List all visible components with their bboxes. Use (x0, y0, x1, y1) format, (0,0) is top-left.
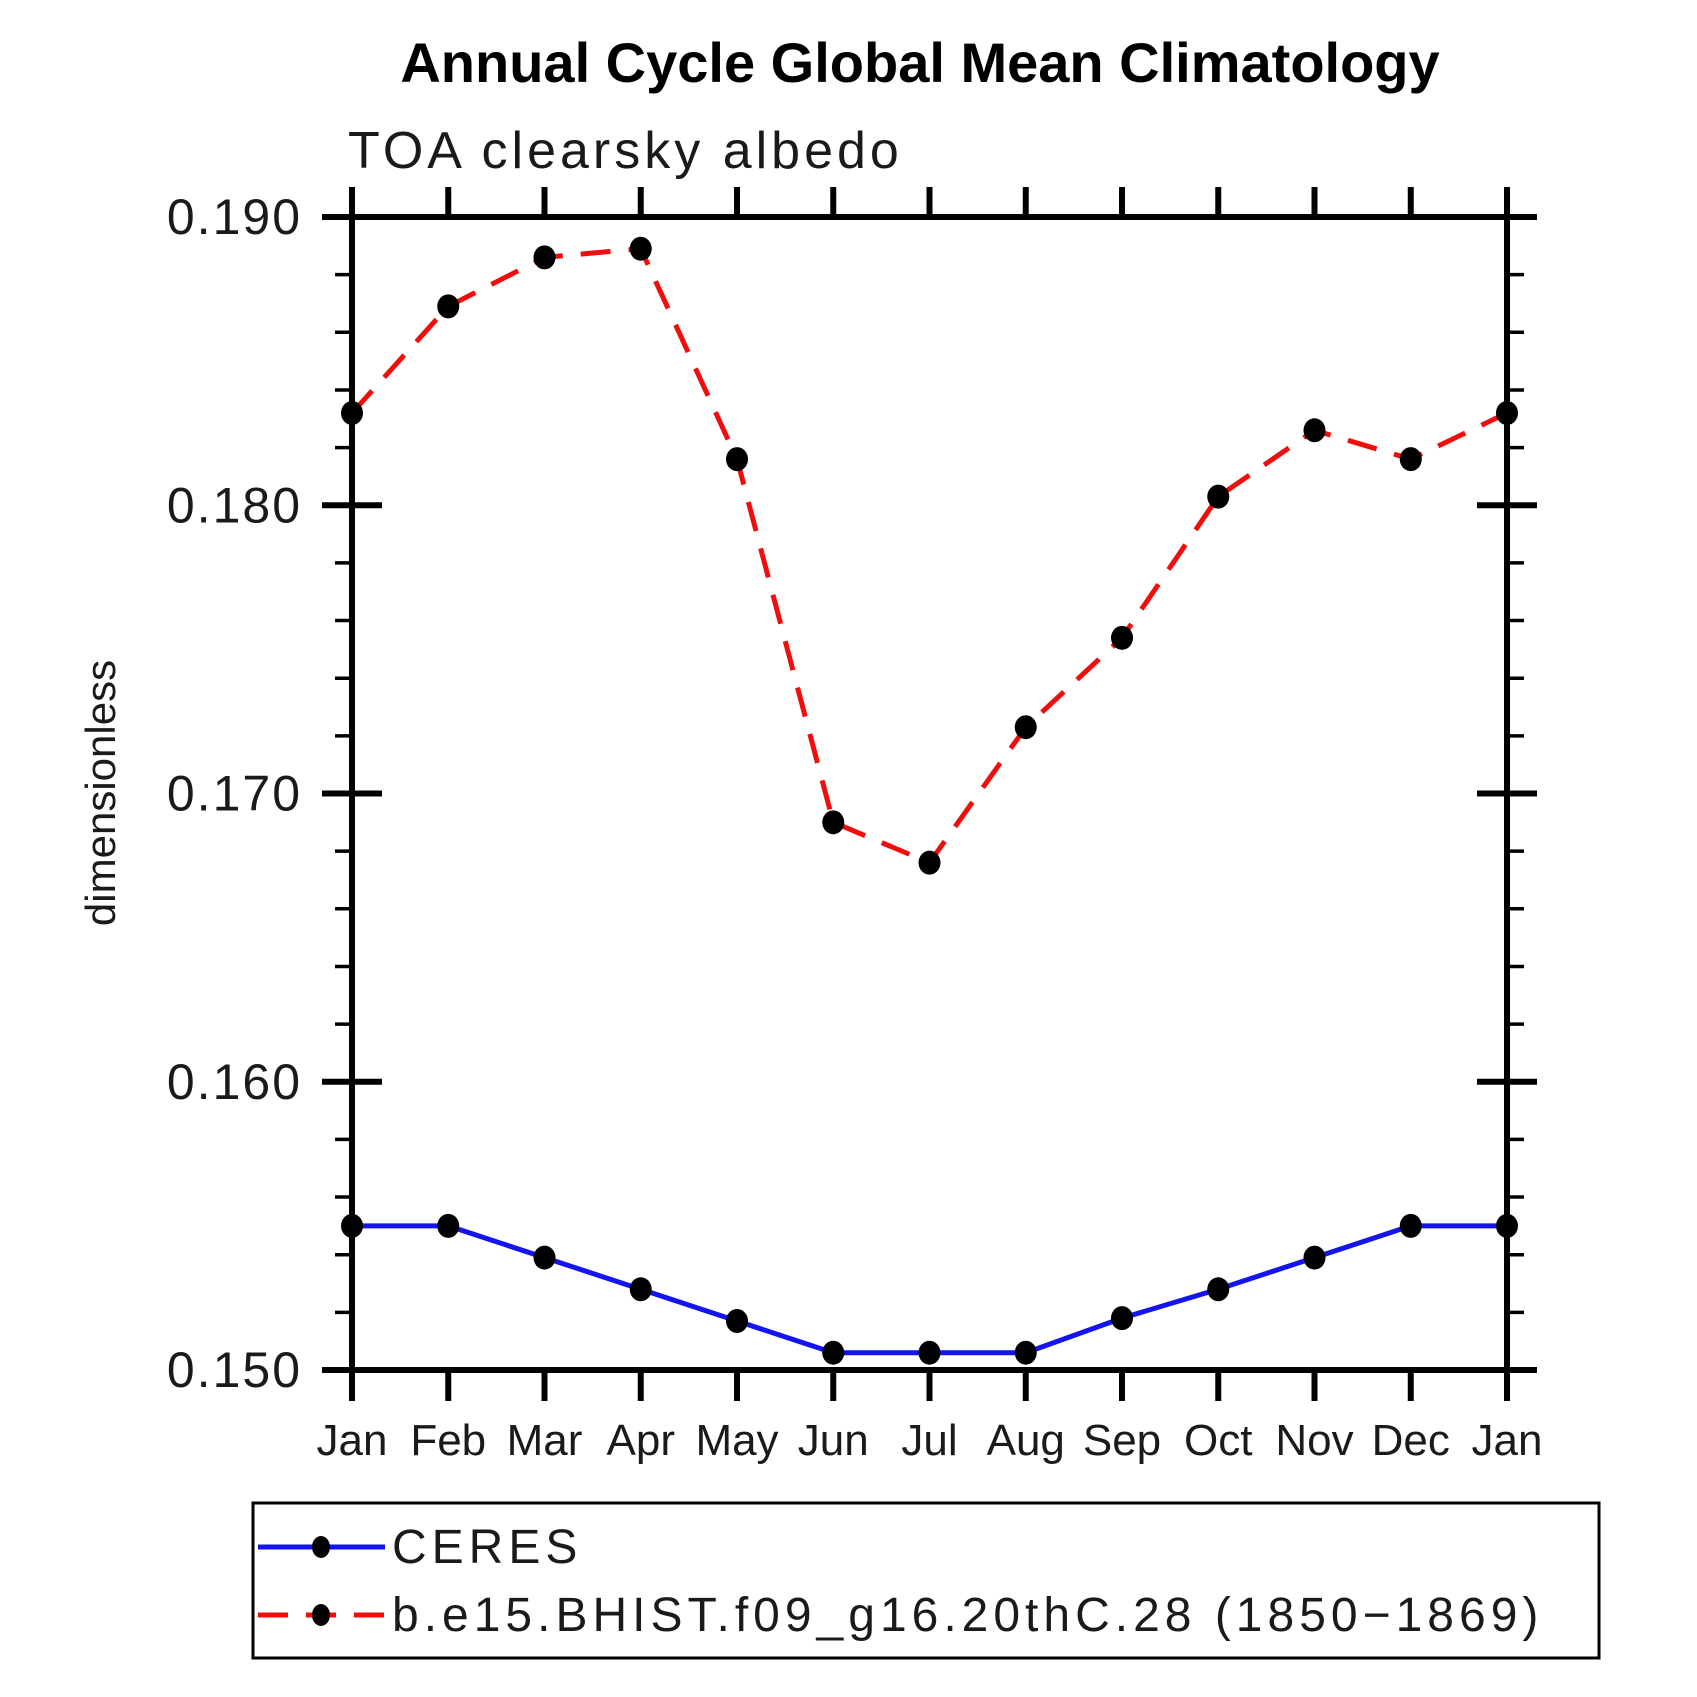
chart-subtitle: TOA clearsky albedo (348, 122, 903, 180)
data-point-marker (1496, 1213, 1518, 1238)
data-point-marker (1111, 1306, 1133, 1331)
x-tick-label: Mar (507, 1416, 583, 1465)
data-point-marker (341, 401, 363, 426)
x-tick-label: Nov (1275, 1416, 1353, 1465)
chart-title: Annual Cycle Global Mean Climatology (400, 31, 1439, 94)
x-tick-label: Dec (1372, 1416, 1450, 1465)
y-tick-label: 0.160 (167, 1054, 302, 1110)
data-point-marker (1496, 401, 1518, 426)
legend-marker-model (312, 1604, 330, 1626)
legend-label-model: b.e15.BHIST.f09_g16.20thC.28 (1850−1869) (392, 1589, 1543, 1642)
data-point-marker (726, 1308, 748, 1333)
y-axis-tick-labels: 0.150 0.160 0.170 0.180 0.190 (167, 189, 302, 1398)
data-point-marker (437, 1213, 460, 1238)
data-point-marker (437, 294, 460, 319)
legend-label-ceres: CERES (392, 1521, 582, 1574)
x-tick-label: Oct (1184, 1416, 1252, 1465)
data-point-marker (822, 1340, 845, 1365)
data-point-marker (1111, 625, 1133, 650)
data-point-marker (822, 810, 845, 835)
y-tick-label: 0.190 (167, 189, 302, 245)
data-point-marker (629, 1277, 652, 1302)
data-point-marker (629, 236, 652, 261)
data-point-marker (1399, 1213, 1422, 1238)
x-tick-label: Apr (607, 1416, 675, 1465)
legend-marker-ceres (312, 1536, 330, 1558)
x-axis-tick-labels: Jan Feb Mar Apr May Jun Jul Aug Sep Oct Nov Dec Jan (317, 1416, 1543, 1465)
series-line-0 (352, 1223, 1507, 1356)
data-point-marker (533, 1245, 556, 1270)
series-line-1 (350, 246, 1509, 866)
plot-frame (349, 214, 1510, 1373)
x-tick-label: Aug (987, 1416, 1065, 1465)
data-point-marker (341, 1213, 363, 1238)
data-point-marker (918, 1340, 941, 1365)
data-point-marker (1303, 418, 1326, 443)
data-point-marker (726, 447, 748, 472)
data-point-marker (1399, 447, 1422, 472)
legend: CERES b.e15.BHIST.f09_g16.20thC.28 (1850… (251, 1501, 1601, 1660)
data-point-marker (533, 245, 556, 270)
x-tick-label: Feb (410, 1416, 486, 1465)
y-tick-label: 0.170 (167, 766, 302, 822)
data-point-marker (1014, 715, 1037, 740)
legend-item-ceres: CERES (258, 1521, 582, 1574)
data-point-marker (1303, 1245, 1326, 1270)
x-tick-label: Jun (798, 1416, 869, 1465)
data-point-markers (341, 236, 1518, 1365)
x-tick-label: Jan (317, 1416, 388, 1465)
y-tick-label: 0.180 (167, 477, 302, 533)
x-tick-label: May (695, 1416, 778, 1465)
x-tick-label: Jul (901, 1416, 957, 1465)
x-tick-label: Sep (1083, 1416, 1161, 1465)
data-point-marker (1207, 484, 1230, 509)
series-lines (350, 246, 1509, 1356)
data-point-marker (1014, 1340, 1037, 1365)
data-point-marker (1207, 1277, 1230, 1302)
legend-box (251, 1501, 1601, 1660)
y-axis-label: dimensionless (77, 660, 124, 926)
data-point-marker (918, 850, 941, 875)
y-tick-label: 0.150 (167, 1342, 302, 1398)
x-tick-label: Jan (1472, 1416, 1543, 1465)
legend-item-model: b.e15.BHIST.f09_g16.20thC.28 (1850−1869) (258, 1589, 1543, 1642)
axis-ticks (322, 187, 1537, 1401)
